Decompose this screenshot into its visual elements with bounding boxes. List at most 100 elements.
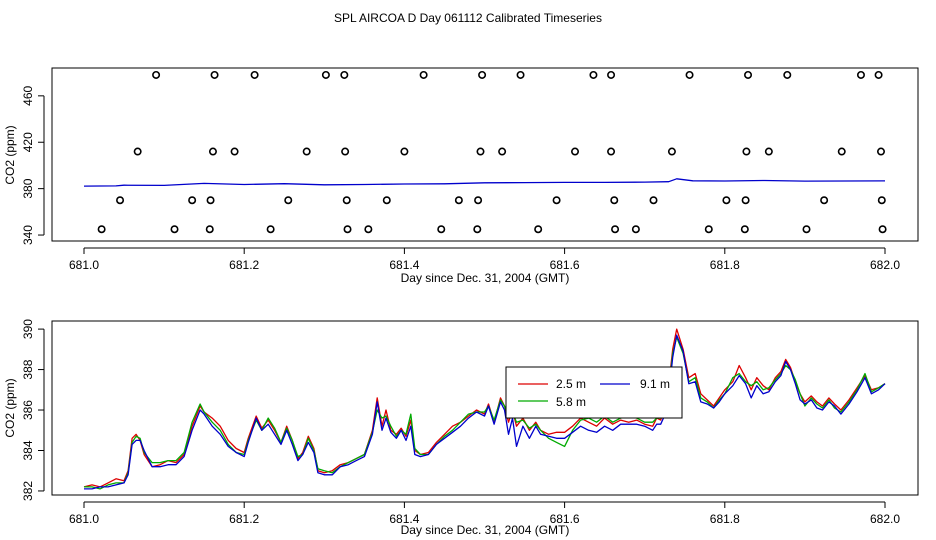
reference-point bbox=[419, 70, 428, 79]
reference-point bbox=[610, 196, 619, 205]
reference-point bbox=[476, 147, 485, 156]
top-x-axis-label: Day since Dec. 31, 2004 (GMT) bbox=[401, 271, 570, 285]
top-x-tick-label: 681.2 bbox=[229, 258, 259, 272]
reference-point bbox=[340, 70, 349, 79]
bottom-y-tick-label: 384 bbox=[21, 440, 35, 460]
top-y-tick-label: 340 bbox=[21, 225, 35, 245]
reference-point bbox=[133, 147, 142, 156]
reference-point bbox=[516, 70, 525, 79]
reference-point bbox=[382, 196, 391, 205]
top-y-axis: 340 380 420 460 bbox=[21, 86, 45, 245]
reference-point bbox=[802, 225, 811, 234]
bottom-y-tick-label: 386 bbox=[21, 400, 35, 420]
reference-point bbox=[534, 225, 543, 234]
reference-point bbox=[740, 225, 749, 234]
reference-point bbox=[343, 225, 352, 234]
reference-point bbox=[474, 196, 483, 205]
reference-point bbox=[744, 70, 753, 79]
bottom-y-tick-label: 390 bbox=[21, 319, 35, 339]
reference-point bbox=[116, 196, 125, 205]
reference-point bbox=[878, 225, 887, 234]
reference-point bbox=[783, 70, 792, 79]
top-y-tick-label: 420 bbox=[21, 132, 35, 152]
top-plot-frame bbox=[51, 67, 919, 242]
reference-point bbox=[170, 225, 179, 234]
reference-point bbox=[250, 70, 259, 79]
top-x-tick-label: 682.0 bbox=[870, 258, 900, 272]
reference-point bbox=[478, 70, 487, 79]
reference-point bbox=[364, 225, 373, 234]
reference-point bbox=[400, 147, 409, 156]
bottom-y-tick-label: 382 bbox=[21, 481, 35, 501]
reference-point bbox=[742, 147, 751, 156]
bottom-x-tick-label: 681.8 bbox=[710, 512, 740, 526]
top-x-axis: 681.0 681.2 681.4 681.6 681.8 682.0 bbox=[69, 247, 900, 272]
bottom-x-tick-label: 681.0 bbox=[69, 512, 99, 526]
reference-point bbox=[611, 225, 620, 234]
series-line-9-1-m bbox=[83, 178, 886, 187]
reference-point bbox=[152, 70, 161, 79]
legend-label-9-1m: 9.1 m bbox=[640, 377, 670, 391]
reference-point bbox=[764, 147, 773, 156]
reference-point bbox=[284, 196, 293, 205]
legend-label-2-5m: 2.5 m bbox=[556, 377, 586, 391]
reference-point bbox=[498, 147, 507, 156]
bottom-y-axis-label: CO2 (ppm) bbox=[3, 378, 17, 437]
reference-point bbox=[341, 147, 350, 156]
reference-point bbox=[741, 196, 750, 205]
top-series-lines bbox=[83, 178, 886, 187]
reference-point bbox=[97, 225, 106, 234]
reference-point bbox=[649, 196, 658, 205]
top-x-tick-label: 681.6 bbox=[550, 258, 580, 272]
top-x-tick-label: 681.8 bbox=[710, 258, 740, 272]
reference-point bbox=[208, 147, 217, 156]
reference-point bbox=[877, 196, 886, 205]
reference-point bbox=[607, 147, 616, 156]
top-x-tick-label: 681.4 bbox=[389, 258, 419, 272]
bottom-plot-frame bbox=[51, 320, 919, 496]
bottom-y-tick-label: 388 bbox=[21, 359, 35, 379]
bottom-y-axis: 382 384 386 388 390 bbox=[21, 319, 45, 501]
reference-point bbox=[856, 70, 865, 79]
reference-point bbox=[230, 147, 239, 156]
reference-point bbox=[607, 70, 616, 79]
reference-point bbox=[631, 225, 640, 234]
reference-point bbox=[874, 70, 883, 79]
reference-point bbox=[667, 147, 676, 156]
bottom-x-axis: 681.0 681.2 681.4 681.6 681.8 682.0 bbox=[69, 501, 900, 526]
reference-point bbox=[820, 196, 829, 205]
reference-point bbox=[342, 196, 351, 205]
series-line-9-1-m bbox=[84, 334, 886, 490]
reference-point bbox=[704, 225, 713, 234]
bottom-x-tick-label: 681.2 bbox=[229, 512, 259, 526]
reference-point bbox=[302, 147, 311, 156]
top-reference-points bbox=[97, 70, 887, 234]
top-y-tick-label: 380 bbox=[21, 178, 35, 198]
reference-point bbox=[722, 196, 731, 205]
figure-title: SPL AIRCOA D Day 061112 Calibrated Times… bbox=[334, 11, 602, 25]
reference-point bbox=[205, 225, 214, 234]
reference-point bbox=[188, 196, 197, 205]
reference-point bbox=[266, 225, 275, 234]
reference-point bbox=[685, 70, 694, 79]
bottom-x-tick-label: 681.4 bbox=[389, 512, 419, 526]
reference-point bbox=[837, 147, 846, 156]
reference-point bbox=[876, 147, 885, 156]
reference-point bbox=[571, 147, 580, 156]
reference-point bbox=[473, 225, 482, 234]
reference-point bbox=[210, 70, 219, 79]
reference-point bbox=[454, 196, 463, 205]
legend-label-5-8m: 5.8 m bbox=[556, 395, 586, 409]
bottom-x-tick-label: 681.6 bbox=[550, 512, 580, 526]
top-x-tick-label: 681.0 bbox=[69, 258, 99, 272]
top-y-axis-label: CO2 (ppm) bbox=[3, 125, 17, 184]
reference-point bbox=[321, 70, 330, 79]
reference-point bbox=[206, 196, 215, 205]
reference-point bbox=[552, 196, 561, 205]
reference-point bbox=[437, 225, 446, 234]
bottom-x-tick-label: 682.0 bbox=[870, 512, 900, 526]
